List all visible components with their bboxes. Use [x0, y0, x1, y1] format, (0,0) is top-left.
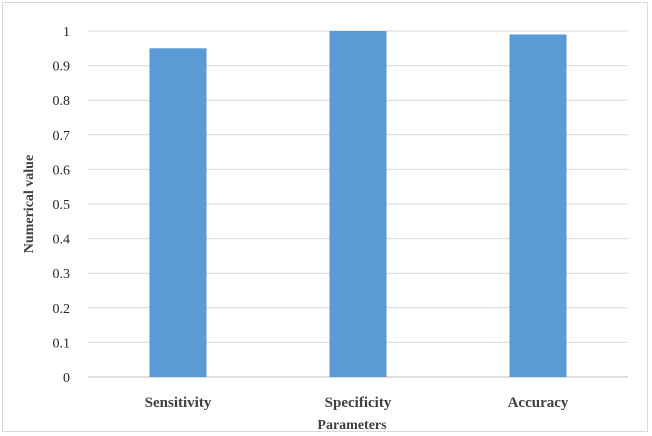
y-tick-label: 0.8 [53, 94, 71, 109]
x-axis-title: Parameters [317, 418, 387, 433]
y-tick-label: 0.3 [53, 267, 71, 282]
bar-specificity [329, 31, 387, 377]
y-tick-label: 0.2 [53, 302, 71, 317]
y-axis-title: Numerical value [22, 155, 37, 253]
y-tick-label: 0.7 [53, 129, 71, 144]
x-category-label: Sensitivity [145, 395, 212, 411]
bar-accuracy [509, 34, 567, 378]
y-tick-label: 0.5 [53, 198, 71, 213]
y-tick-labels: 0 0.1 0.2 0.3 0.4 0.5 0.6 0.7 0.8 0.9 1 [53, 25, 71, 386]
y-tick-label: 0.6 [53, 163, 71, 178]
y-tick-label: 0.1 [53, 336, 71, 351]
bar-sensitivity [149, 48, 207, 378]
x-category-label: Accuracy [508, 395, 569, 411]
y-tick-label: 0.4 [53, 233, 71, 248]
y-tick-label: 1 [63, 25, 70, 40]
y-tick-label: 0 [63, 371, 70, 386]
y-tick-label: 0.9 [53, 60, 71, 75]
bars [149, 31, 567, 378]
x-category-label: Specificity [325, 395, 392, 411]
x-category-labels: Sensitivity Specificity Accuracy [145, 395, 569, 411]
